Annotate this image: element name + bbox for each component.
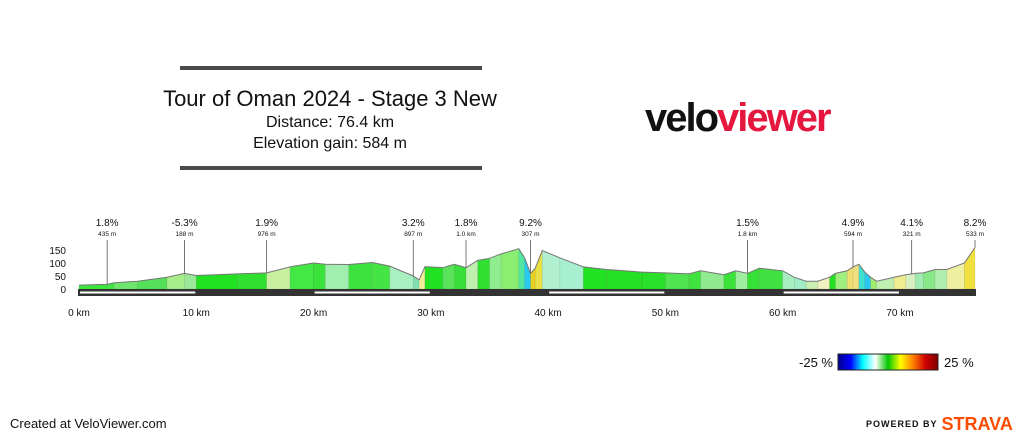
x-tick-label: 30 km — [417, 308, 444, 319]
logo-part1: velo — [645, 96, 719, 140]
strava-logo: STRAVA — [941, 414, 1013, 434]
profile-segment-56 — [934, 269, 948, 290]
annotation-grade-label: 1.8% — [96, 218, 119, 229]
profile-segment-42 — [805, 280, 819, 290]
annotation-grade-label: 1.5% — [736, 218, 759, 229]
profile-segment-36 — [723, 270, 737, 290]
profile-segment-54 — [914, 272, 924, 290]
x-tick-label: 60 km — [769, 308, 796, 319]
distance-scale-stripe-0 — [80, 291, 196, 294]
powered-by-label: POWERED BY — [866, 419, 938, 429]
profile-segment-9 — [289, 262, 314, 290]
legend-max-label: 25 % — [944, 355, 974, 370]
profile-segment-57 — [946, 262, 965, 290]
profile-segment-45 — [835, 270, 848, 290]
profile-outline — [78, 247, 976, 286]
y-tick-label: 100 — [49, 259, 66, 270]
elevation-gain-label: Elevation gain: 584 m — [253, 135, 407, 152]
profile-segment-39 — [758, 267, 783, 290]
profile-outline-line — [78, 247, 976, 286]
profile-segment-31 — [606, 269, 643, 290]
y-tick-label: 50 — [55, 272, 67, 283]
annotation-grade-label: 9.2% — [519, 218, 542, 229]
legend-min-label: -25 % — [799, 355, 833, 370]
profile-segment-25 — [524, 257, 531, 290]
powered-by-strava: POWERED BY STRAVA — [866, 414, 1013, 435]
title-rule-bottom — [180, 166, 482, 170]
profile-segment-11 — [324, 263, 350, 290]
profile-segment-5 — [184, 273, 197, 290]
profile-segment-6 — [195, 273, 238, 290]
annotation-length-label: 594 m — [844, 231, 862, 238]
profile-segment-12 — [348, 262, 373, 290]
x-tick-label: 0 km — [68, 308, 90, 319]
veloviewer-logo: veloviewer — [645, 96, 832, 140]
profile-segment-7 — [237, 272, 267, 290]
annotation-grade-label: 4.9% — [842, 218, 865, 229]
annotation-grade-label: 3.2% — [402, 218, 425, 229]
y-tick-label: 0 — [60, 285, 66, 296]
profile-segment-58 — [964, 246, 976, 290]
annotation-length-label: 1.0 km — [456, 231, 476, 238]
annotation-length-label: 533 m — [966, 231, 984, 238]
annotation-grade-label: -5.3% — [171, 218, 197, 229]
profile-segment-47 — [852, 263, 860, 290]
x-tick-label: 10 km — [183, 308, 210, 319]
distance-scale-stripe-2 — [314, 291, 430, 294]
climb-annotations: 1.8% 435 m -5.3% 188 m 1.9% 976 m 3.2% 897 m 1.8… — [96, 218, 987, 285]
profile-segment-21 — [477, 257, 490, 290]
profile-segment-53 — [905, 273, 916, 290]
legend-bar — [837, 353, 939, 371]
page-title: Tour of Oman 2024 - Stage 3 New — [163, 86, 497, 111]
annotation-length-label: 321 m — [903, 231, 921, 238]
logo-part2: viewer — [717, 96, 832, 140]
annotation-length-label: 897 m — [404, 231, 422, 238]
title-rule-top — [180, 66, 482, 70]
profile-segment-19 — [453, 263, 467, 290]
annotation-grade-label: 8.2% — [964, 218, 987, 229]
gradient-legend: -25 % 25 % — [799, 353, 974, 371]
annotation-length-label: 188 m — [176, 231, 194, 238]
profile-segment-17 — [424, 266, 443, 290]
annotation-length-label: 435 m — [98, 231, 116, 238]
annotation-grade-label: 1.8% — [455, 218, 478, 229]
profile-segment-30 — [582, 266, 608, 290]
annotation-length-label: 976 m — [258, 231, 276, 238]
x-tick-label: 20 km — [300, 308, 327, 319]
profile-segment-10 — [313, 262, 326, 290]
profile-segment-32 — [641, 271, 666, 290]
distance-scale-stripe-4 — [549, 291, 665, 294]
x-tick-label: 70 km — [886, 308, 913, 319]
profile-segment-37 — [735, 270, 748, 290]
profile-segment-18 — [442, 263, 455, 290]
x-tick-label: 50 km — [652, 308, 679, 319]
profile-segment-24 — [518, 247, 525, 290]
profile-segment-14 — [389, 265, 414, 290]
annotation-grade-label: 4.1% — [900, 218, 923, 229]
created-at-credit: Created at VeloViewer.com — [10, 416, 167, 431]
chart-axes: 0 km 10 km 20 km 30 km 40 km 50 km 60 km 70 km 0… — [49, 246, 976, 319]
distance-scale-bar — [78, 289, 976, 296]
profile-segment-22 — [489, 253, 502, 290]
profile-segment-35 — [700, 270, 725, 290]
x-tick-label: 40 km — [534, 308, 561, 319]
annotation-length-label: 1.8 km — [738, 231, 758, 238]
distance-label: Distance: 76.4 km — [265, 114, 395, 131]
y-tick-label: 150 — [49, 246, 66, 257]
profile-segment-33 — [665, 272, 690, 290]
annotation-grade-label: 1.9% — [255, 218, 278, 229]
annotation-length-label: 307 m — [521, 231, 539, 238]
profile-segment-23 — [500, 248, 520, 290]
profile-segment-27 — [534, 250, 543, 290]
profile-segments — [78, 246, 976, 290]
profile-segment-13 — [371, 262, 391, 290]
profile-segment-20 — [465, 259, 479, 290]
distance-scale-stripe-6 — [783, 291, 899, 294]
